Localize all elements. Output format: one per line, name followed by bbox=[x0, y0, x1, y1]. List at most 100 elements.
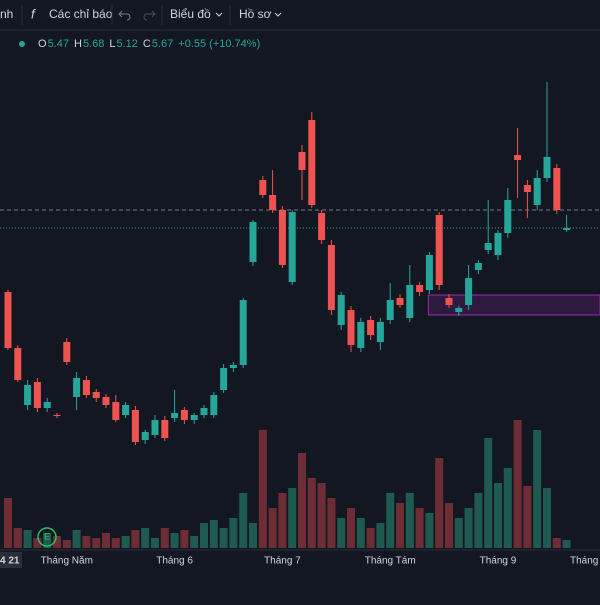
candle-body bbox=[249, 222, 257, 262]
candle-body bbox=[180, 410, 188, 420]
volume-bar bbox=[200, 523, 208, 548]
volume-bar bbox=[405, 493, 414, 548]
volume-bar bbox=[62, 540, 71, 548]
volume-bar bbox=[474, 493, 483, 548]
candle-body bbox=[43, 402, 51, 408]
volume-bar bbox=[543, 488, 551, 548]
candle-body bbox=[200, 408, 208, 415]
toolbar-item[interactable]: nh bbox=[0, 7, 13, 21]
candle-body bbox=[14, 348, 22, 380]
ohlc-legend: O 5.47 H 5.68 L 5.12 C 5.67 +0.55 (+10.74%) bbox=[38, 38, 260, 50]
candle-body bbox=[523, 185, 531, 192]
volume-bar bbox=[268, 508, 277, 548]
toolbar-item[interactable]: Các chỉ báo bbox=[49, 7, 113, 21]
candle-body bbox=[259, 180, 267, 195]
volume-bar bbox=[386, 493, 395, 548]
candle-body bbox=[494, 233, 502, 255]
current-date-badge bbox=[0, 552, 22, 568]
candle-body bbox=[82, 380, 90, 395]
volume-bar bbox=[72, 530, 81, 548]
candle-body bbox=[161, 420, 169, 438]
candle-body bbox=[24, 385, 32, 405]
toolbar-item[interactable]: Biểu đồ bbox=[170, 7, 211, 21]
candle-body bbox=[92, 392, 100, 398]
candle-body bbox=[220, 368, 228, 390]
candle-body bbox=[102, 397, 110, 405]
candle-body bbox=[73, 378, 81, 397]
volume-bar bbox=[513, 420, 522, 548]
volume-bar bbox=[445, 503, 453, 548]
x-tick-label: Tháng bbox=[570, 556, 598, 567]
candle-body bbox=[112, 402, 120, 420]
volume-bar bbox=[523, 486, 532, 548]
candle-body bbox=[455, 308, 463, 312]
candle-body bbox=[229, 365, 237, 368]
x-tick-label: Tháng 6 bbox=[156, 556, 193, 567]
candle-body bbox=[151, 420, 159, 435]
chevron bbox=[215, 12, 223, 17]
undo-icon[interactable] bbox=[118, 10, 131, 21]
volume-bar bbox=[219, 528, 228, 548]
volume-bar bbox=[43, 533, 52, 548]
volume-bar bbox=[151, 538, 159, 548]
candle-body bbox=[396, 298, 404, 305]
volume-bar bbox=[435, 458, 444, 548]
candle-body bbox=[122, 405, 130, 415]
x-tick-label: Tháng Tám bbox=[365, 556, 416, 567]
volume-bar bbox=[298, 453, 306, 548]
candle-body bbox=[298, 152, 306, 170]
volume-bar bbox=[337, 518, 346, 548]
volume-bar bbox=[258, 430, 267, 548]
volume-bar bbox=[366, 528, 375, 548]
volume-bar bbox=[4, 498, 12, 548]
volume-bar bbox=[503, 468, 512, 548]
legend-key: L bbox=[109, 38, 115, 50]
candle-body bbox=[553, 168, 561, 210]
candle-body bbox=[543, 157, 551, 178]
volume-bar bbox=[190, 536, 199, 548]
x-tick-label: Tháng Năm bbox=[41, 556, 93, 567]
volume-bar bbox=[53, 536, 61, 548]
volume-bar bbox=[160, 528, 169, 548]
volume-bar bbox=[562, 540, 571, 548]
chevron bbox=[274, 12, 282, 17]
volume-bar bbox=[533, 430, 542, 548]
volume-bar bbox=[180, 530, 189, 548]
candle-body bbox=[171, 413, 179, 418]
redo-icon[interactable] bbox=[143, 10, 156, 21]
volume-bar bbox=[376, 523, 385, 548]
candle-body bbox=[425, 255, 433, 290]
legend-value: 5.12 bbox=[116, 38, 137, 50]
candle-body bbox=[141, 432, 149, 440]
candle-body bbox=[318, 213, 326, 240]
candle-body bbox=[367, 320, 375, 335]
legend-value: 5.47 bbox=[48, 38, 69, 50]
volume-bar bbox=[356, 518, 365, 548]
fx-icon: f bbox=[31, 6, 36, 21]
legend-value: 5.68 bbox=[83, 38, 104, 50]
candle-body bbox=[63, 342, 71, 362]
event-icon[interactable] bbox=[37, 527, 57, 547]
candle-body bbox=[190, 415, 198, 420]
toolbar bbox=[0, 0, 600, 30]
x-tick-label: Tháng 7 bbox=[264, 556, 301, 567]
volume-bar bbox=[327, 498, 336, 548]
candle-body bbox=[445, 298, 453, 305]
candle-body bbox=[465, 278, 473, 305]
volume-bar bbox=[484, 438, 493, 548]
volume-bar bbox=[23, 530, 32, 548]
volume-bar bbox=[425, 513, 434, 548]
candle-body bbox=[357, 322, 365, 348]
volume-bar bbox=[396, 503, 404, 548]
toolbar-item[interactable]: Hồ sơ bbox=[239, 7, 272, 21]
volume-bar bbox=[494, 483, 502, 548]
volume-bar bbox=[307, 478, 316, 548]
legend-key: H bbox=[74, 38, 82, 50]
volume-bar bbox=[347, 508, 355, 548]
candle-body bbox=[514, 155, 522, 160]
candle-body bbox=[337, 295, 345, 325]
volume-bar bbox=[317, 483, 326, 548]
candle-body bbox=[376, 322, 384, 342]
candle-body bbox=[53, 415, 61, 416]
